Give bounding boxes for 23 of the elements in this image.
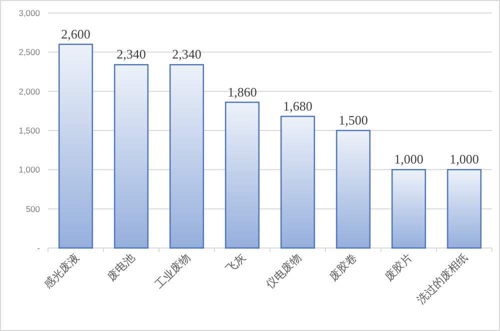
x-tick-label: 废胶片 (382, 250, 415, 284)
x-tick-label: 工业废物 (152, 250, 193, 292)
y-tick-label: 500 (26, 204, 40, 214)
x-tick-label: 仪电废物 (264, 250, 304, 292)
x-tick-label: 飞灰 (224, 252, 248, 276)
data-label: 1,680 (283, 98, 312, 114)
data-label: 1,500 (338, 112, 368, 128)
x-tick-label: 废电池 (104, 250, 138, 284)
data-label: 2,340 (116, 46, 146, 62)
y-tick-label: 2,500 (18, 47, 40, 58)
data-label: 1,000 (450, 152, 479, 167)
y-tick-label: - (37, 243, 40, 253)
x-tick-label: 废胶卷 (326, 250, 360, 284)
y-tick-label: 3,000 (18, 8, 40, 18)
data-label: 1,860 (228, 84, 257, 100)
y-tick-label: 1,000 (18, 164, 40, 175)
x-tick-label: 洗过的废相纸 (414, 250, 470, 307)
data-label: 2,340 (172, 46, 202, 62)
y-tick-label: 1,500 (18, 126, 40, 136)
x-tick-label: 感光废液 (42, 250, 82, 292)
data-label: 2,600 (61, 26, 90, 42)
y-tick-label: 2,000 (18, 86, 40, 96)
data-label: 1,000 (394, 152, 424, 167)
